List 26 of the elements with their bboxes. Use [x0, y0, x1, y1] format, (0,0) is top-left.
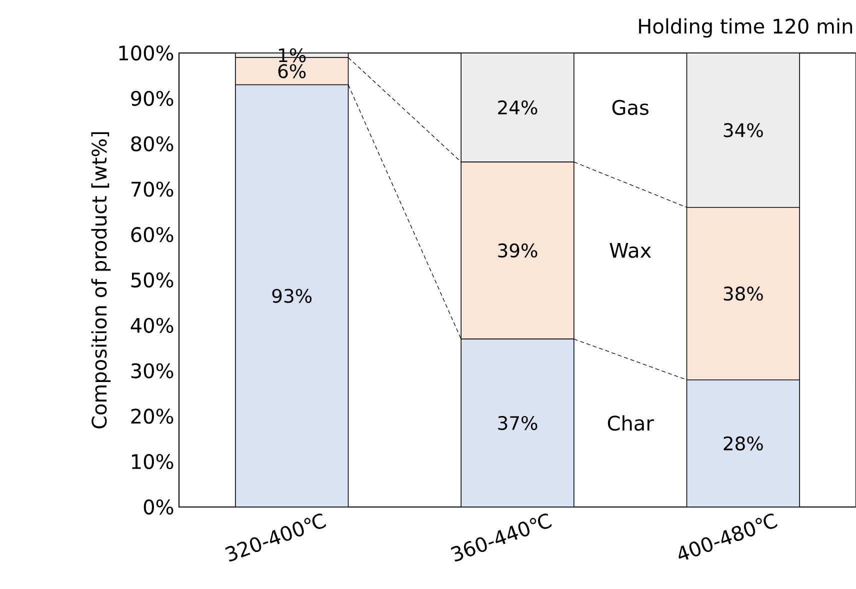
- y-tick-label: 40%: [130, 318, 174, 333]
- y-tick-label: 90%: [131, 90, 174, 106]
- y-axis-title: Composition of product [wt%]: [91, 132, 111, 428]
- y-tick-label: 10%: [132, 454, 174, 470]
- data-label: 93%: [272, 288, 312, 303]
- chart-title: Holding time 120 min: [639, 18, 852, 38]
- y-tick-label: 50%: [131, 272, 174, 288]
- y-tick-label: 70%: [131, 182, 174, 197]
- data-label: 24%: [498, 100, 538, 115]
- y-tick-label: 60%: [131, 227, 174, 242]
- data-label: 6%: [278, 64, 306, 78]
- data-label: 28%: [724, 436, 763, 451]
- y-tick-label: 20%: [131, 408, 174, 424]
- series-label: Char: [608, 415, 654, 431]
- bar: [686, 52, 800, 208]
- data-label: 39%: [498, 243, 538, 258]
- y-tick-label: 0%: [144, 499, 174, 515]
- data-label: 37%: [498, 416, 538, 430]
- series-label: Gas: [612, 100, 648, 116]
- data-label: 38%: [724, 286, 763, 301]
- y-tick-label: 80%: [131, 136, 174, 152]
- data-label: 34%: [724, 123, 763, 138]
- series-label: Wax: [610, 243, 651, 258]
- bar: [460, 52, 574, 162]
- y-tick-label: 100%: [119, 45, 174, 61]
- y-tick-label: 30%: [131, 363, 174, 378]
